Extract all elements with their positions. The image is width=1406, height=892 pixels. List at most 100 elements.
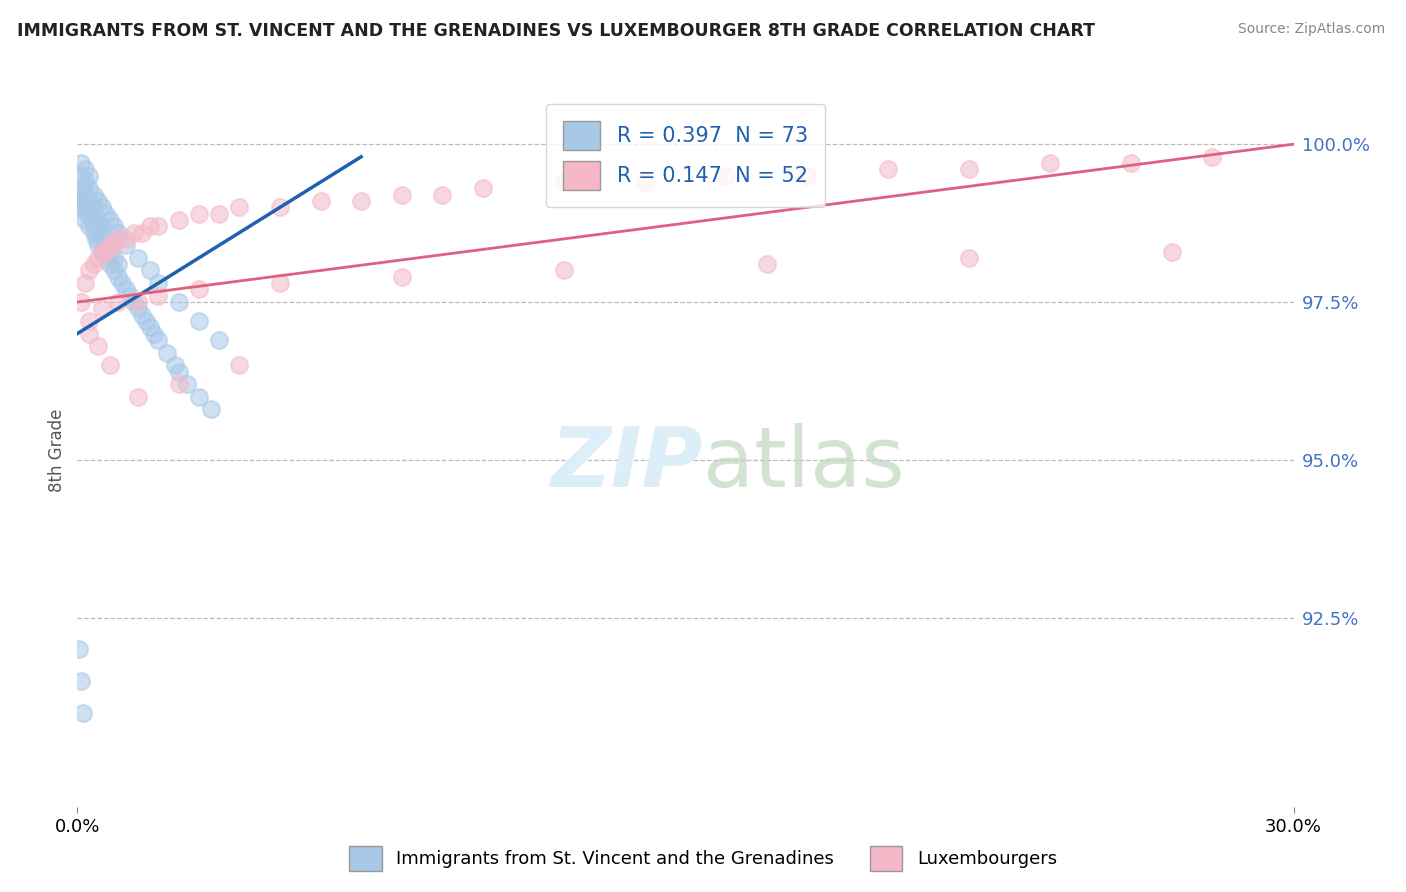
Point	[98, 238, 121, 252]
Point	[139, 263, 162, 277]
Point	[86, 226, 108, 240]
Point	[86, 238, 108, 252]
Point	[70, 181, 93, 195]
Point	[115, 232, 138, 246]
Legend: R = 0.397  N = 73, R = 0.147  N = 52: R = 0.397 N = 73, R = 0.147 N = 52	[546, 104, 825, 207]
Point	[107, 226, 129, 240]
Point	[1161, 244, 1184, 259]
Point	[200, 402, 222, 417]
Point	[957, 251, 980, 265]
Point	[269, 276, 291, 290]
Point	[553, 263, 575, 277]
Legend: Immigrants from St. Vincent and the Grenadines, Luxembourgers: Immigrants from St. Vincent and the Gren…	[342, 838, 1064, 879]
Point	[309, 194, 332, 208]
Point	[1201, 150, 1223, 164]
Point	[79, 207, 101, 221]
Point	[90, 232, 112, 246]
Point	[84, 232, 107, 246]
Point	[228, 358, 250, 372]
Point	[148, 219, 170, 234]
Point	[75, 276, 97, 290]
Point	[127, 301, 149, 316]
Point	[83, 200, 105, 214]
Point	[176, 377, 198, 392]
Point	[188, 314, 211, 328]
Point	[76, 194, 98, 208]
Point	[67, 642, 90, 657]
Point	[76, 207, 98, 221]
Point	[70, 169, 93, 183]
Point	[208, 207, 231, 221]
Point	[67, 200, 90, 214]
Point	[391, 187, 413, 202]
Point	[103, 238, 125, 252]
Point	[103, 263, 125, 277]
Point	[115, 238, 138, 252]
Point	[79, 314, 101, 328]
Point	[122, 295, 145, 310]
Point	[83, 213, 105, 227]
Point	[127, 390, 149, 404]
Point	[79, 326, 101, 341]
Point	[103, 219, 125, 234]
Point	[79, 169, 101, 183]
Point	[83, 226, 105, 240]
Point	[90, 244, 112, 259]
Point	[86, 194, 108, 208]
Point	[103, 251, 125, 265]
Point	[432, 187, 454, 202]
Point	[269, 200, 291, 214]
Point	[90, 219, 112, 234]
Point	[107, 232, 129, 246]
Point	[72, 706, 94, 720]
Point	[72, 200, 94, 214]
Point	[350, 194, 373, 208]
Point	[98, 244, 121, 259]
Point	[167, 213, 190, 227]
Point	[188, 282, 211, 296]
Point	[94, 207, 117, 221]
Point	[228, 200, 250, 214]
Point	[83, 257, 105, 271]
Point	[553, 175, 575, 189]
Point	[188, 207, 211, 221]
Point	[208, 333, 231, 347]
Point	[155, 345, 177, 359]
Point	[391, 269, 413, 284]
Point	[167, 365, 190, 379]
Y-axis label: 8th Grade: 8th Grade	[48, 409, 66, 492]
Point	[75, 200, 97, 214]
Point	[167, 377, 190, 392]
Text: atlas: atlas	[703, 424, 904, 504]
Point	[86, 339, 108, 353]
Point	[127, 295, 149, 310]
Point	[75, 187, 97, 202]
Point	[143, 326, 166, 341]
Point	[111, 276, 134, 290]
Point	[98, 213, 121, 227]
Point	[131, 226, 153, 240]
Point	[80, 213, 103, 227]
Text: IMMIGRANTS FROM ST. VINCENT AND THE GRENADINES VS LUXEMBOURGER 8TH GRADE CORRELA: IMMIGRANTS FROM ST. VINCENT AND THE GREN…	[17, 22, 1095, 40]
Point	[148, 333, 170, 347]
Point	[75, 213, 97, 227]
Point	[139, 219, 162, 234]
Point	[877, 162, 900, 177]
Point	[83, 187, 105, 202]
Point	[115, 282, 138, 296]
Point	[86, 213, 108, 227]
Point	[90, 301, 112, 316]
Text: ZIP: ZIP	[550, 424, 703, 504]
Point	[79, 263, 101, 277]
Point	[79, 194, 101, 208]
Point	[1121, 156, 1143, 170]
Point	[90, 244, 112, 259]
Point	[471, 181, 494, 195]
Point	[86, 251, 108, 265]
Point	[79, 181, 101, 195]
Point	[72, 187, 94, 202]
Point	[75, 162, 97, 177]
Point	[107, 269, 129, 284]
Point	[90, 200, 112, 214]
Text: Source: ZipAtlas.com: Source: ZipAtlas.com	[1237, 22, 1385, 37]
